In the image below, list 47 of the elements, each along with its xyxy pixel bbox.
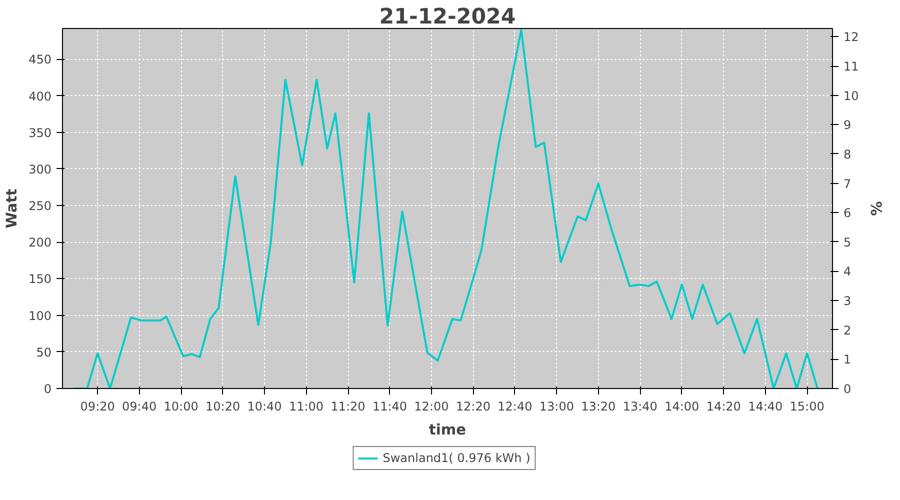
x-tick-label: 10:00 [164,400,198,414]
y-tick-label: 0 [44,382,52,396]
y2-tick-label: 7 [844,176,852,191]
chart-title: 21-12-2024 [379,4,516,30]
y2-tick-label: 4 [844,264,852,279]
line-series [74,28,818,388]
y2-tick-label: 12 [844,30,859,44]
y2-tick-label: 0 [844,382,852,396]
y-tick-label: 400 [28,89,52,104]
x-tick-label: 14:40 [748,400,783,414]
x-tick-label: 14:20 [706,400,741,414]
y2-tick-label: 11 [844,60,859,74]
y2-tick-label: 2 [844,323,852,338]
y-tick-label: 350 [28,126,52,140]
x-tick-label: 13:00 [539,400,574,414]
y2-tick-label: 9 [844,118,852,132]
x-tick-label: 09:40 [122,400,157,414]
y-tick-label: 100 [28,308,52,323]
x-tick-label: 14:00 [664,400,700,414]
x-tick-label: 13:40 [622,400,658,414]
y2-tick-label: 8 [844,147,852,162]
x-tick-label: 10:40 [247,400,282,414]
x-tick-label: 11:00 [288,400,324,414]
x-tick-label: 11:40 [372,400,408,414]
x-tick-label: 12:20 [456,400,491,414]
y-axis-title: Watt [4,188,21,228]
y2-axis-title: % [866,201,884,216]
y-tick-label: 450 [28,52,52,67]
x-tick-label: 09:20 [80,400,115,414]
y-tick-label: 150 [28,272,52,286]
x-axis-title: time [428,422,466,438]
x-tick-label: 11:20 [330,400,366,414]
y-tick-label: 250 [28,199,52,214]
y2-tick-label: 6 [844,206,852,220]
x-tick-label: 15:00 [790,400,824,414]
y-tick-label: 200 [28,236,52,250]
y2-tick-label: 10 [844,88,859,103]
y2-tick-label: 5 [844,235,852,250]
x-tick-label: 12:00 [414,400,449,414]
y2-tick-label: 3 [844,294,852,308]
y-tick-label: 300 [28,162,52,176]
y-tick-label: 50 [36,345,52,360]
x-tick-label: 10:20 [206,400,240,414]
y2-tick-label: 1 [844,352,852,367]
legend-label: Swanland1( 0.976 kWh ) [382,451,530,465]
x-tick-label: 12:40 [498,400,532,414]
x-tick-label: 13:20 [581,400,616,414]
